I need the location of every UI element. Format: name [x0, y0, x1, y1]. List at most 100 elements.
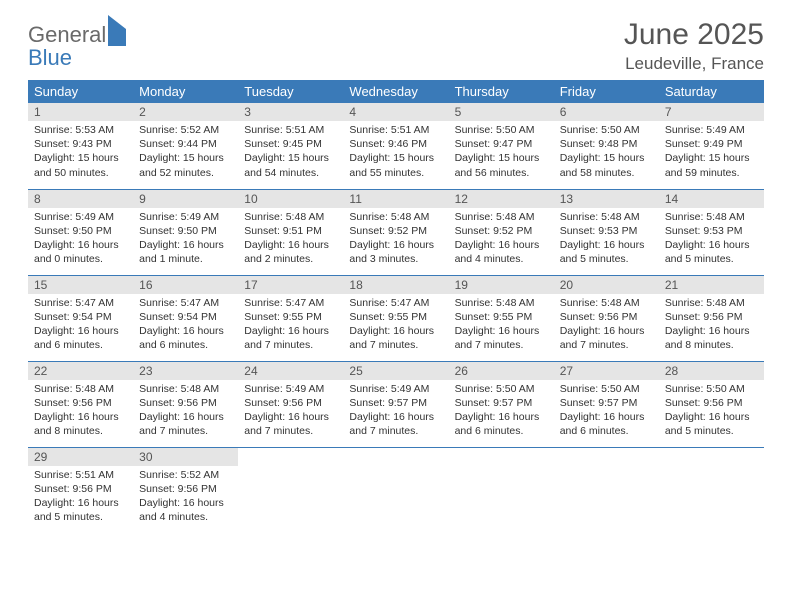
day-body: Sunrise: 5:50 AMSunset: 9:57 PMDaylight:…: [449, 380, 554, 443]
calendar-cell: 15Sunrise: 5:47 AMSunset: 9:54 PMDayligh…: [28, 275, 133, 361]
day-body: Sunrise: 5:48 AMSunset: 9:56 PMDaylight:…: [133, 380, 238, 443]
day-number: 24: [238, 362, 343, 380]
calendar-cell: 12Sunrise: 5:48 AMSunset: 9:52 PMDayligh…: [449, 189, 554, 275]
calendar-cell: 16Sunrise: 5:47 AMSunset: 9:54 PMDayligh…: [133, 275, 238, 361]
calendar-cell: 13Sunrise: 5:48 AMSunset: 9:53 PMDayligh…: [554, 189, 659, 275]
day-body: Sunrise: 5:48 AMSunset: 9:53 PMDaylight:…: [659, 208, 764, 271]
day-number: 14: [659, 190, 764, 208]
calendar-cell: 2Sunrise: 5:52 AMSunset: 9:44 PMDaylight…: [133, 103, 238, 189]
day-number: 10: [238, 190, 343, 208]
weekday-header: Thursday: [449, 80, 554, 103]
weekday-header: Tuesday: [238, 80, 343, 103]
day-body: Sunrise: 5:49 AMSunset: 9:50 PMDaylight:…: [28, 208, 133, 271]
day-body: Sunrise: 5:47 AMSunset: 9:55 PMDaylight:…: [343, 294, 448, 357]
calendar-cell: 7Sunrise: 5:49 AMSunset: 9:49 PMDaylight…: [659, 103, 764, 189]
day-body: Sunrise: 5:49 AMSunset: 9:56 PMDaylight:…: [238, 380, 343, 443]
day-body: Sunrise: 5:48 AMSunset: 9:56 PMDaylight:…: [28, 380, 133, 443]
day-body: Sunrise: 5:49 AMSunset: 9:57 PMDaylight:…: [343, 380, 448, 443]
brand-logo: General Blue: [28, 24, 126, 70]
day-number: 29: [28, 448, 133, 466]
day-body: Sunrise: 5:52 AMSunset: 9:56 PMDaylight:…: [133, 466, 238, 529]
calendar-cell: 28Sunrise: 5:50 AMSunset: 9:56 PMDayligh…: [659, 361, 764, 447]
day-number: 2: [133, 103, 238, 121]
day-body: Sunrise: 5:52 AMSunset: 9:44 PMDaylight:…: [133, 121, 238, 184]
calendar-cell: 25Sunrise: 5:49 AMSunset: 9:57 PMDayligh…: [343, 361, 448, 447]
weekday-header: Wednesday: [343, 80, 448, 103]
day-number: 11: [343, 190, 448, 208]
calendar-cell: 9Sunrise: 5:49 AMSunset: 9:50 PMDaylight…: [133, 189, 238, 275]
day-body: Sunrise: 5:50 AMSunset: 9:56 PMDaylight:…: [659, 380, 764, 443]
calendar-cell: 20Sunrise: 5:48 AMSunset: 9:56 PMDayligh…: [554, 275, 659, 361]
day-number: 7: [659, 103, 764, 121]
day-number: 13: [554, 190, 659, 208]
day-body: Sunrise: 5:49 AMSunset: 9:49 PMDaylight:…: [659, 121, 764, 184]
calendar-row: 29Sunrise: 5:51 AMSunset: 9:56 PMDayligh…: [28, 447, 764, 533]
calendar-cell: .: [238, 447, 343, 533]
day-body: Sunrise: 5:50 AMSunset: 9:57 PMDaylight:…: [554, 380, 659, 443]
day-number: 8: [28, 190, 133, 208]
day-number: 6: [554, 103, 659, 121]
calendar-cell: 23Sunrise: 5:48 AMSunset: 9:56 PMDayligh…: [133, 361, 238, 447]
day-number: 5: [449, 103, 554, 121]
day-number: 9: [133, 190, 238, 208]
calendar-row: 22Sunrise: 5:48 AMSunset: 9:56 PMDayligh…: [28, 361, 764, 447]
weekday-header: Friday: [554, 80, 659, 103]
calendar-cell: .: [659, 447, 764, 533]
header: General Blue June 2025 Leudeville, Franc…: [28, 18, 764, 74]
day-body: Sunrise: 5:51 AMSunset: 9:46 PMDaylight:…: [343, 121, 448, 184]
day-body: Sunrise: 5:50 AMSunset: 9:47 PMDaylight:…: [449, 121, 554, 184]
calendar-cell: 19Sunrise: 5:48 AMSunset: 9:55 PMDayligh…: [449, 275, 554, 361]
logo-triangle-icon: [108, 15, 126, 46]
day-body: Sunrise: 5:51 AMSunset: 9:56 PMDaylight:…: [28, 466, 133, 529]
calendar-cell: 10Sunrise: 5:48 AMSunset: 9:51 PMDayligh…: [238, 189, 343, 275]
day-number: 30: [133, 448, 238, 466]
calendar-cell: 29Sunrise: 5:51 AMSunset: 9:56 PMDayligh…: [28, 447, 133, 533]
day-body: Sunrise: 5:51 AMSunset: 9:45 PMDaylight:…: [238, 121, 343, 184]
logo-text-block: General Blue: [28, 24, 126, 70]
calendar-cell: 5Sunrise: 5:50 AMSunset: 9:47 PMDaylight…: [449, 103, 554, 189]
day-number: 25: [343, 362, 448, 380]
day-number: 17: [238, 276, 343, 294]
weekday-header: Saturday: [659, 80, 764, 103]
location-label: Leudeville, France: [624, 54, 764, 74]
weekday-header: Monday: [133, 80, 238, 103]
day-number: 15: [28, 276, 133, 294]
calendar-cell: 11Sunrise: 5:48 AMSunset: 9:52 PMDayligh…: [343, 189, 448, 275]
title-block: June 2025 Leudeville, France: [624, 18, 764, 74]
day-number: 21: [659, 276, 764, 294]
calendar-cell: 24Sunrise: 5:49 AMSunset: 9:56 PMDayligh…: [238, 361, 343, 447]
calendar-cell: 22Sunrise: 5:48 AMSunset: 9:56 PMDayligh…: [28, 361, 133, 447]
day-body: Sunrise: 5:50 AMSunset: 9:48 PMDaylight:…: [554, 121, 659, 184]
day-number: 27: [554, 362, 659, 380]
day-number: 22: [28, 362, 133, 380]
calendar-cell: 30Sunrise: 5:52 AMSunset: 9:56 PMDayligh…: [133, 447, 238, 533]
day-body: Sunrise: 5:48 AMSunset: 9:56 PMDaylight:…: [659, 294, 764, 357]
calendar-cell: 4Sunrise: 5:51 AMSunset: 9:46 PMDaylight…: [343, 103, 448, 189]
calendar-cell: 26Sunrise: 5:50 AMSunset: 9:57 PMDayligh…: [449, 361, 554, 447]
day-number: 19: [449, 276, 554, 294]
calendar-cell: 17Sunrise: 5:47 AMSunset: 9:55 PMDayligh…: [238, 275, 343, 361]
day-body: Sunrise: 5:47 AMSunset: 9:54 PMDaylight:…: [133, 294, 238, 357]
day-number: 28: [659, 362, 764, 380]
calendar-cell: .: [449, 447, 554, 533]
calendar-cell: 18Sunrise: 5:47 AMSunset: 9:55 PMDayligh…: [343, 275, 448, 361]
calendar-body: 1Sunrise: 5:53 AMSunset: 9:43 PMDaylight…: [28, 103, 764, 533]
calendar-row: 1Sunrise: 5:53 AMSunset: 9:43 PMDaylight…: [28, 103, 764, 189]
day-body: Sunrise: 5:48 AMSunset: 9:52 PMDaylight:…: [343, 208, 448, 271]
calendar-cell: .: [343, 447, 448, 533]
day-body: Sunrise: 5:48 AMSunset: 9:52 PMDaylight:…: [449, 208, 554, 271]
day-body: Sunrise: 5:53 AMSunset: 9:43 PMDaylight:…: [28, 121, 133, 184]
calendar-cell: 6Sunrise: 5:50 AMSunset: 9:48 PMDaylight…: [554, 103, 659, 189]
calendar-cell: 3Sunrise: 5:51 AMSunset: 9:45 PMDaylight…: [238, 103, 343, 189]
day-body: Sunrise: 5:49 AMSunset: 9:50 PMDaylight:…: [133, 208, 238, 271]
calendar-cell: 8Sunrise: 5:49 AMSunset: 9:50 PMDaylight…: [28, 189, 133, 275]
day-body: Sunrise: 5:47 AMSunset: 9:55 PMDaylight:…: [238, 294, 343, 357]
day-number: 20: [554, 276, 659, 294]
day-number: 4: [343, 103, 448, 121]
calendar-row: 8Sunrise: 5:49 AMSunset: 9:50 PMDaylight…: [28, 189, 764, 275]
calendar-cell: 1Sunrise: 5:53 AMSunset: 9:43 PMDaylight…: [28, 103, 133, 189]
day-number: 1: [28, 103, 133, 121]
calendar-cell: 14Sunrise: 5:48 AMSunset: 9:53 PMDayligh…: [659, 189, 764, 275]
weekday-header-row: Sunday Monday Tuesday Wednesday Thursday…: [28, 80, 764, 103]
day-body: Sunrise: 5:48 AMSunset: 9:53 PMDaylight:…: [554, 208, 659, 271]
